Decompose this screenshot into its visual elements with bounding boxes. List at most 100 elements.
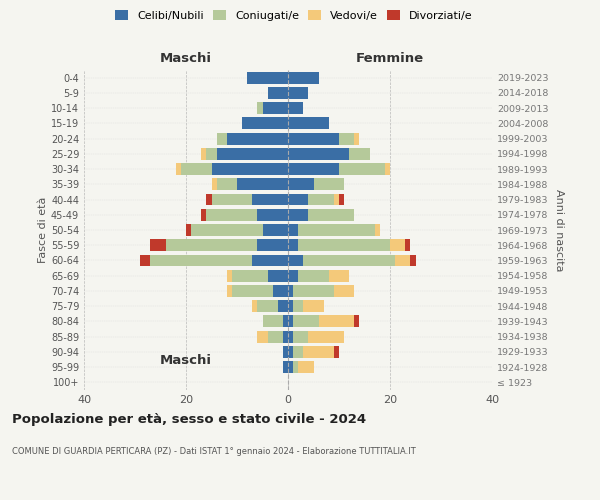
Bar: [283, 346, 288, 358]
Bar: [293, 316, 319, 328]
Bar: [283, 330, 288, 342]
Text: COMUNE DI GUARDIA PERTICARA (PZ) - Dati ISTAT 1° gennaio 2024 - Elaborazione TUT: COMUNE DI GUARDIA PERTICARA (PZ) - Dati …: [12, 448, 416, 456]
Bar: [268, 330, 283, 342]
Bar: [151, 254, 253, 266]
Bar: [410, 254, 416, 266]
Bar: [288, 254, 304, 266]
Bar: [283, 316, 288, 328]
Bar: [308, 209, 355, 220]
Bar: [232, 270, 268, 281]
Bar: [263, 224, 288, 236]
Bar: [191, 224, 263, 236]
Bar: [339, 194, 344, 205]
Bar: [212, 163, 288, 175]
Bar: [334, 346, 339, 358]
Bar: [293, 285, 334, 297]
Bar: [288, 300, 293, 312]
Bar: [257, 102, 263, 114]
Bar: [293, 361, 298, 373]
Bar: [395, 254, 410, 266]
Bar: [288, 87, 308, 99]
Bar: [257, 330, 268, 342]
Bar: [253, 254, 288, 266]
Bar: [288, 346, 293, 358]
Text: Maschi: Maschi: [160, 354, 212, 367]
Bar: [283, 361, 288, 373]
Bar: [217, 148, 288, 160]
Text: Popolazione per età, sesso e stato civile - 2024: Popolazione per età, sesso e stato civil…: [12, 412, 366, 426]
Bar: [212, 194, 253, 205]
Text: Maschi: Maschi: [160, 52, 212, 65]
Text: Femmine: Femmine: [356, 52, 424, 65]
Bar: [314, 178, 344, 190]
Bar: [355, 132, 359, 144]
Bar: [288, 132, 339, 144]
Y-axis label: Fasce di età: Fasce di età: [38, 197, 48, 263]
Bar: [339, 163, 385, 175]
Bar: [288, 316, 293, 328]
Bar: [206, 194, 212, 205]
Bar: [288, 270, 298, 281]
Bar: [263, 316, 283, 328]
Bar: [293, 346, 304, 358]
Bar: [176, 163, 181, 175]
Bar: [334, 194, 339, 205]
Bar: [268, 87, 288, 99]
Bar: [349, 148, 370, 160]
Bar: [288, 224, 298, 236]
Bar: [293, 330, 308, 342]
Bar: [406, 240, 410, 251]
Bar: [308, 194, 334, 205]
Bar: [202, 209, 206, 220]
Bar: [227, 270, 232, 281]
Bar: [355, 316, 359, 328]
Bar: [288, 209, 308, 220]
Bar: [232, 285, 273, 297]
Bar: [298, 270, 329, 281]
Legend: Celibi/Nubili, Coniugati/e, Vedovi/e, Divorziati/e: Celibi/Nubili, Coniugati/e, Vedovi/e, Di…: [111, 6, 477, 25]
Bar: [212, 178, 217, 190]
Bar: [227, 132, 288, 144]
Bar: [304, 300, 324, 312]
Bar: [288, 240, 298, 251]
Bar: [288, 194, 308, 205]
Bar: [257, 240, 288, 251]
Bar: [288, 163, 339, 175]
Bar: [293, 300, 304, 312]
Bar: [273, 285, 288, 297]
Bar: [151, 240, 166, 251]
Bar: [253, 194, 288, 205]
Bar: [217, 178, 237, 190]
Bar: [237, 178, 288, 190]
Bar: [288, 330, 293, 342]
Bar: [304, 346, 334, 358]
Bar: [278, 300, 288, 312]
Bar: [288, 118, 329, 130]
Bar: [288, 361, 293, 373]
Bar: [288, 148, 349, 160]
Bar: [298, 240, 390, 251]
Bar: [298, 224, 375, 236]
Bar: [329, 270, 349, 281]
Bar: [181, 163, 212, 175]
Bar: [166, 240, 257, 251]
Bar: [288, 72, 319, 84]
Bar: [268, 270, 288, 281]
Bar: [390, 240, 406, 251]
Bar: [186, 224, 191, 236]
Bar: [253, 300, 257, 312]
Bar: [227, 285, 232, 297]
Bar: [288, 285, 293, 297]
Bar: [288, 102, 304, 114]
Bar: [334, 285, 355, 297]
Bar: [298, 361, 314, 373]
Y-axis label: Anni di nascita: Anni di nascita: [554, 188, 564, 271]
Bar: [140, 254, 151, 266]
Bar: [375, 224, 380, 236]
Bar: [206, 148, 217, 160]
Bar: [308, 330, 344, 342]
Bar: [263, 102, 288, 114]
Bar: [385, 163, 390, 175]
Bar: [257, 300, 278, 312]
Bar: [217, 132, 227, 144]
